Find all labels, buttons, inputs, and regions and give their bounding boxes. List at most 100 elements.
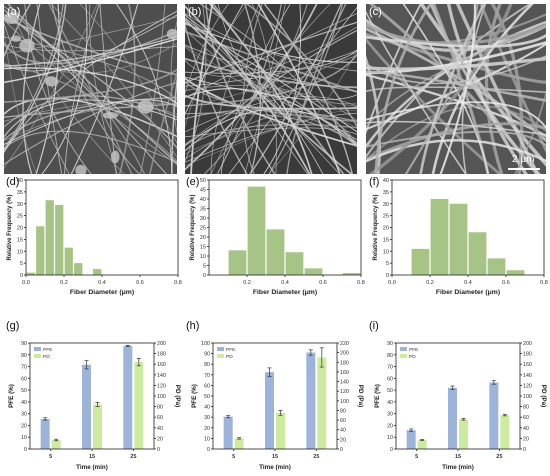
y2-axis-label: PD (Pa) — [174, 385, 181, 407]
fiber-strand — [366, 33, 546, 48]
fiber-strand — [242, 4, 263, 174]
fiber-strand — [185, 30, 357, 93]
y2-tick-label: 80 — [340, 408, 346, 414]
fiber-strand — [216, 4, 282, 174]
y-axis-label: Relative Frequency (%) — [373, 194, 379, 260]
y-tick-label: 10 — [17, 249, 23, 255]
y-tick-label: 35 — [383, 190, 389, 196]
y-axis-label: PFE (%) — [374, 384, 381, 408]
fiber-strand — [185, 116, 357, 155]
bar-pd — [234, 438, 244, 449]
y2-tick-label: 160 — [157, 362, 166, 368]
panel-label-f: (f) — [369, 176, 380, 188]
fiber-strand — [366, 86, 546, 94]
panel-label-e: (e) — [186, 176, 200, 188]
y2-tick-label: 120 — [523, 383, 532, 389]
y-tick-label: 40 — [204, 405, 210, 411]
category-label: 25 — [313, 454, 319, 460]
bar-pd — [93, 404, 102, 449]
fiber-strand — [4, 81, 177, 165]
x-axis-label: Fiber Diameter (μm) — [436, 289, 500, 296]
y-tick-label: 35 — [200, 207, 206, 213]
y2-tick-label: 100 — [523, 394, 532, 400]
x-tick-label: 0.6 — [319, 280, 327, 286]
x-tick-label: 0.4 — [464, 280, 472, 286]
histogram-bar — [74, 263, 83, 275]
y-tick-label: 5 — [203, 264, 206, 270]
panel-label-h: (h) — [186, 320, 200, 332]
y2-tick-label: 20 — [157, 436, 163, 442]
fiber-strand — [429, 4, 541, 174]
bar-pd — [459, 419, 468, 449]
fiber-strand — [185, 4, 229, 95]
y2-tick-label: 140 — [340, 380, 349, 386]
fiber-strand — [4, 22, 70, 174]
x-tick-label: 0.8 — [174, 280, 182, 286]
y-tick-label: 20 — [204, 426, 210, 432]
fiber-strand — [455, 4, 540, 174]
fiber-strand — [170, 19, 177, 135]
bar-pfe — [82, 364, 91, 449]
fiber-strand — [79, 4, 177, 144]
legend-label: PD — [226, 354, 233, 360]
fiber-strand — [374, 4, 433, 174]
y-tick-label: 0 — [390, 447, 393, 453]
fiber-strand — [4, 4, 64, 150]
fiber-strand — [4, 68, 177, 103]
y-tick-label: 15 — [200, 245, 206, 251]
category-label: 15 — [89, 454, 95, 460]
fiber-bead — [4, 12, 20, 24]
histogram-bar — [487, 258, 506, 275]
fiber-strand — [70, 4, 139, 174]
panel-label-b: (b) — [188, 6, 202, 18]
y-tick-label: 30 — [387, 412, 393, 418]
y-tick-label: 90 — [21, 341, 27, 347]
fiber-strand — [220, 4, 291, 174]
y2-tick-label: 140 — [157, 373, 166, 379]
fiber-strand — [366, 70, 546, 102]
y2-tick-label: 200 — [340, 351, 349, 357]
y2-tick-label: 200 — [157, 341, 166, 347]
histogram-bar — [26, 272, 35, 275]
category-label: 5 — [415, 454, 418, 460]
fiber-strand — [185, 110, 357, 167]
y-tick-label: 10 — [383, 249, 389, 255]
bar-pfe — [265, 372, 274, 449]
x-tick-label: 0.2 — [426, 280, 434, 286]
category-label: 5 — [49, 454, 52, 460]
legend-swatch — [34, 347, 41, 351]
fiber-strand — [185, 112, 357, 148]
y-tick-label: 40 — [387, 400, 393, 406]
bar-pd — [276, 412, 285, 449]
y-tick-label: 50 — [21, 388, 27, 394]
fiber-strand — [4, 99, 177, 146]
y2-tick-label: 40 — [157, 426, 163, 432]
y2-tick-label: 180 — [523, 352, 532, 358]
fiber-strand — [366, 120, 546, 136]
fiber-strand — [228, 6, 357, 174]
y-tick-label: 40 — [21, 400, 27, 406]
fiber-strand — [446, 4, 528, 174]
fiber-strand — [366, 56, 546, 71]
bar-pfe — [40, 418, 50, 449]
fiber-strand — [185, 28, 357, 143]
x-axis-label: Fiber Diameter (μm) — [70, 289, 134, 296]
y-tick-label: 35 — [17, 190, 23, 196]
sem-image-c: (c) 2 μm — [366, 4, 546, 174]
fiber-strand — [366, 55, 381, 174]
fiber-strand — [185, 17, 357, 141]
y-tick-label: 5 — [20, 261, 23, 267]
panel-label-i: (i) — [369, 320, 379, 332]
histogram-bar — [449, 203, 468, 275]
y-tick-label: 50 — [200, 178, 206, 184]
fiber-strand — [244, 4, 286, 174]
legend-label: PFE — [409, 347, 418, 353]
y-tick-label: 25 — [200, 226, 206, 232]
fiber-strand — [490, 4, 524, 174]
fiber-strand — [185, 77, 357, 147]
bar-pd — [51, 439, 61, 449]
y-tick-label: 50 — [387, 388, 393, 394]
fiber-bead — [166, 28, 177, 40]
bar-pfe — [123, 345, 133, 449]
fiber-strand — [185, 76, 357, 101]
